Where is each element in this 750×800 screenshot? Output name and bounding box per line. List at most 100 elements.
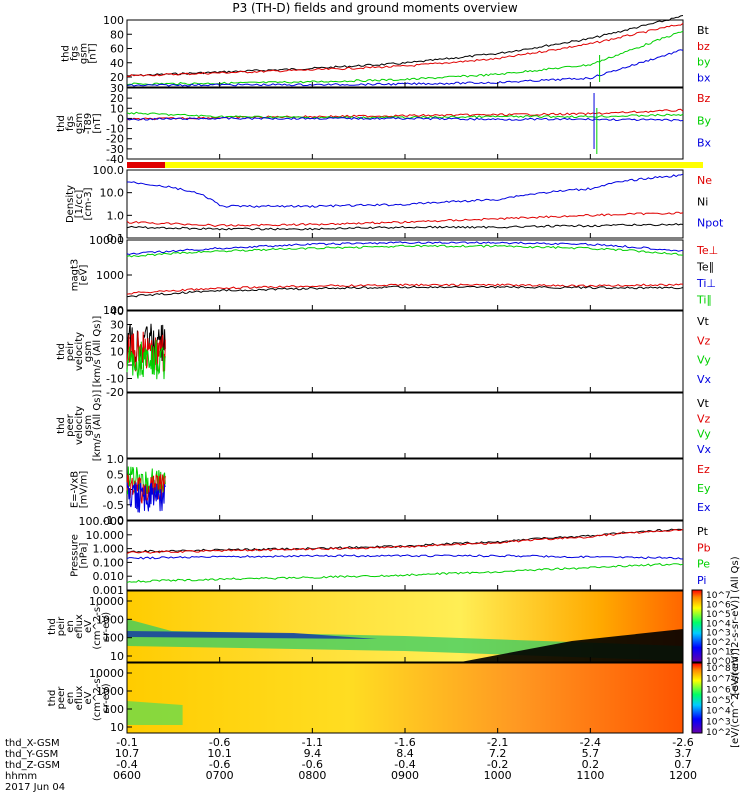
y-tick-label: 100 (103, 632, 124, 645)
y-axis-label: peer (56, 686, 67, 710)
panel-frame (126, 310, 684, 393)
y-axis-label: peir (56, 616, 67, 636)
colorbar-tick: 10^4 (706, 619, 731, 629)
y-axis-label: fgs (70, 46, 81, 61)
series-line-fgs-mag (126, 22, 684, 78)
footer-value: -1.1 (302, 736, 323, 749)
y-tick-label: 1.0 (107, 453, 125, 466)
y-axis-label: en (65, 692, 76, 705)
y-axis-label: gsm (83, 415, 94, 436)
legend-entry: Pb (697, 541, 711, 554)
y-tick-label: 10000 (89, 234, 124, 247)
y-tick-label: 100.0 (93, 164, 125, 177)
y-tick-label: 0.010 (93, 570, 125, 583)
y-tick-label: -10 (106, 373, 124, 386)
footer-value: 0700 (206, 769, 234, 782)
footer-value: 0.2 (582, 758, 600, 771)
y-tick-label: 30 (110, 82, 124, 95)
y-axis-label: eflux (74, 686, 85, 711)
y-tick-label: 100 (103, 703, 124, 716)
footer-value: 5.7 (582, 747, 600, 760)
footer-row-label: thd_Y-GSM (5, 749, 58, 760)
y-axis-label: [1/cc] (74, 190, 85, 219)
legend-entry: Pe (697, 558, 710, 571)
colorbar-tick: 10^7 (706, 591, 731, 601)
series-line-fgs-diff (126, 116, 684, 122)
footer-value: 10.1 (207, 747, 232, 760)
y-axis-label: thd (47, 618, 58, 635)
mode-bar-segment (127, 162, 165, 168)
y-axis-label: E=-VxB (70, 471, 81, 508)
footer-value: -2.4 (580, 736, 601, 749)
footer-value: 0600 (113, 769, 141, 782)
panel-frame (126, 392, 684, 459)
noisy-data (126, 339, 166, 380)
footer-value: -1.6 (394, 736, 415, 749)
y-axis-label: Pressure (70, 534, 81, 577)
legend-entry: Pt (697, 525, 709, 538)
legend-entry: Ey (697, 482, 711, 495)
y-axis-label: gsm (79, 43, 90, 64)
y-axis-label: [nT] (92, 113, 103, 133)
y-tick-label: -10 (106, 123, 124, 136)
y-tick-label: 30 (110, 319, 124, 332)
y-tick-label: 80 (110, 28, 124, 41)
footer-value: -2.6 (672, 736, 693, 749)
legend-entry: Pi (697, 574, 706, 587)
y-tick-label: -20 (106, 133, 124, 146)
y-tick-label: -20 (106, 386, 124, 399)
y-tick-label: 10 (110, 346, 124, 359)
y-tick-label: -0.5 (103, 499, 124, 512)
legend-entry: Npot (697, 217, 724, 230)
y-axis-label: [cm-3] (83, 187, 94, 220)
footer-value: -2.1 (487, 736, 508, 749)
series-line-pressure (126, 554, 684, 560)
panel-density: 100.0 10.0 1.0 0.1 Density[1/cc][cm-3] Ne Ni Np… (65, 164, 724, 245)
footer-row-label: hhmm (5, 771, 37, 782)
legend-entry: Vy (697, 428, 711, 441)
legend-entry: Te∥ (696, 261, 714, 274)
legend-entry: Ti∥ (696, 294, 712, 307)
footer-value: -0.6 (209, 758, 230, 771)
y-axis-label: peer (65, 413, 76, 437)
colorbar-tick: 10^6 (706, 685, 731, 695)
footer-row-label: thd_Z-GSM (5, 760, 60, 771)
footer-value: 9.4 (304, 747, 322, 760)
legend-entry: Bt (697, 24, 710, 37)
y-tick-label: -1.0 (103, 514, 124, 527)
y-tick-label: 100 (103, 14, 124, 27)
legend-entry: by (697, 56, 711, 69)
y-axis-label: [eV] (79, 265, 90, 286)
colorbar-tick: 10^0 (706, 657, 731, 667)
footer-value: -0.6 (302, 758, 323, 771)
y-axis-label: en (65, 620, 76, 633)
footer-value: 1000 (484, 769, 512, 782)
colorbar-tick: 10^7 (706, 675, 731, 685)
series-line-density (127, 173, 684, 208)
panel-frame (126, 239, 684, 311)
legend-entry: Vx (697, 443, 712, 456)
series-line-temperature (126, 283, 684, 295)
y-tick-label: 100 (103, 304, 124, 317)
footer-value: 8.4 (396, 747, 414, 760)
panel-peir-spec: 10000 1000 100 10 thdpeirenefluxeV(cm^2-s-sr… (47, 590, 684, 663)
spectrogram-band (460, 629, 683, 662)
legend-entry: Vt (697, 397, 710, 410)
plot-title: P3 (TH-D) fields and ground moments over… (232, 1, 517, 15)
legend-entry: Vx (697, 373, 712, 386)
y-tick-label: -30 (106, 143, 124, 156)
y-tick-label: 10 (110, 650, 124, 663)
series-line-fgs-diff (126, 108, 684, 121)
panel-efield: 1.0 0.5 0.0 -0.5 -1.0 E=-VxB[mV/m] Ez Ey Ex (70, 453, 711, 527)
series-line-density (126, 223, 684, 231)
footer-value: -0.1 (116, 736, 137, 749)
y-axis-label: sr-eV) (101, 683, 112, 712)
panel-temperature: 10000 1000 100 magt3[eV] Te⊥ Te∥ Ti⊥ Ti∥ (70, 234, 719, 317)
y-axis-label: (cm^2-s- (92, 603, 103, 650)
y-tick-label: 0 (117, 112, 124, 125)
